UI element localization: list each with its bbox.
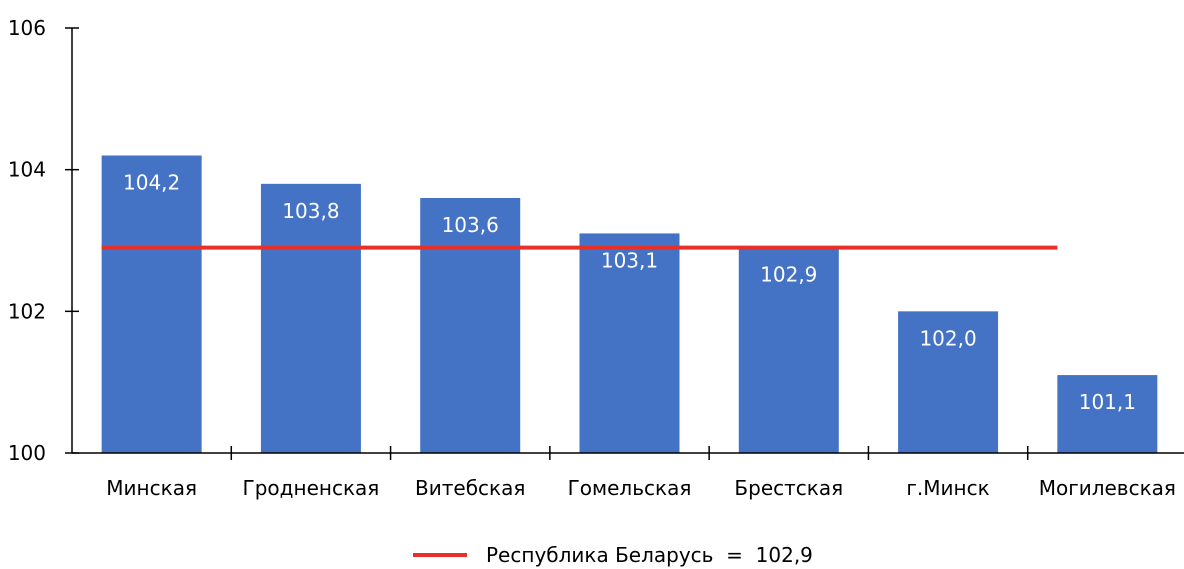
bar-7 <box>1057 375 1158 453</box>
x-tick-label-4: Гомельская <box>568 476 692 500</box>
x-tick-label-7: Могилевская <box>1039 476 1176 500</box>
bar-4 <box>579 233 680 453</box>
legend: Республика Беларусь = 102,9 <box>413 543 813 567</box>
x-tick-label-6: г.Минск <box>906 476 989 500</box>
x-tick-label-5: Брестская <box>734 476 843 500</box>
y-tick-label-104: 104 <box>8 158 46 182</box>
bars-layer <box>101 155 1158 454</box>
data-label-3: 103,6 <box>442 213 499 237</box>
bar-1 <box>101 155 202 453</box>
data-label-5: 102,9 <box>760 263 817 287</box>
data-label-4: 103,1 <box>601 248 658 272</box>
legend-label: Республика Беларусь = 102,9 <box>486 543 813 567</box>
x-tick-label-1: Минская <box>106 476 197 500</box>
bar-6 <box>898 311 999 453</box>
y-tick-label-102: 102 <box>8 299 46 323</box>
bar-3 <box>420 198 521 453</box>
bar-5 <box>738 247 839 453</box>
x-tick-label-3: Витебская <box>415 476 525 500</box>
x-tick-label-2: Гродненская <box>243 476 380 500</box>
y-tick-label-106: 106 <box>8 16 46 40</box>
data-labels-layer: 104,2 103,8 103,6 103,1 102,9 102,0 101,1 <box>123 171 1136 415</box>
data-label-1: 104,2 <box>123 171 180 195</box>
data-label-7: 101,1 <box>1079 390 1136 414</box>
data-label-6: 102,0 <box>919 326 976 350</box>
data-label-2: 103,8 <box>282 199 339 223</box>
bar-2 <box>260 183 361 454</box>
y-tick-label-100: 100 <box>8 441 46 465</box>
axes-layer: 100 102 104 106 Минская Гродненская Витебская Г… <box>8 16 1184 500</box>
